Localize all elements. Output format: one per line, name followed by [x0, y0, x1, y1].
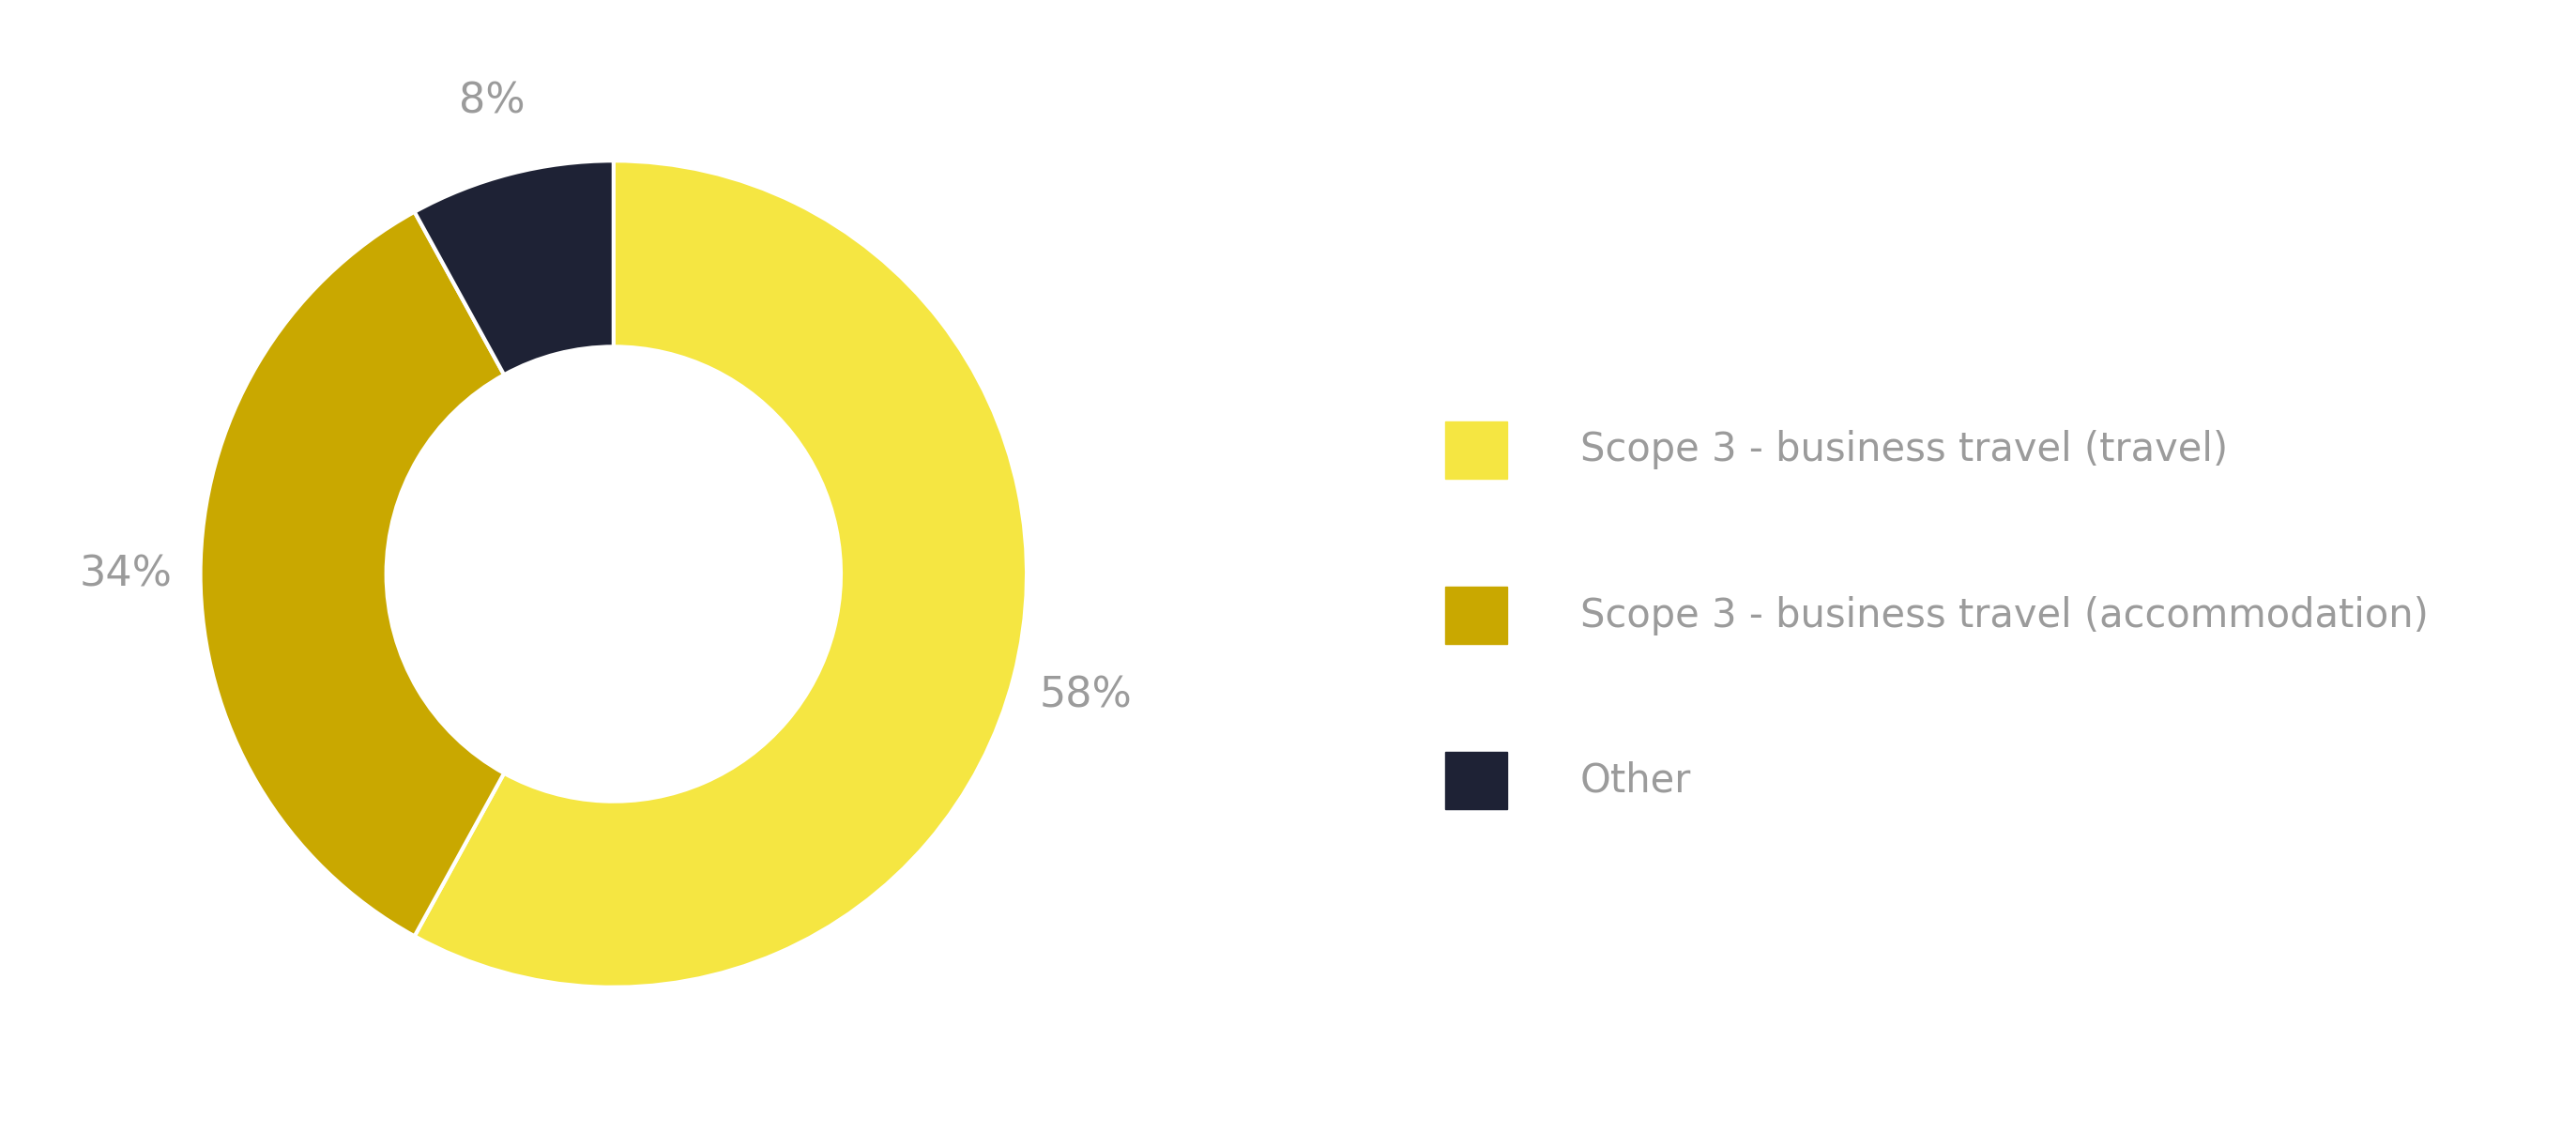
Bar [1445, 752, 1507, 809]
Text: 58%: 58% [1038, 675, 1133, 715]
Text: 34%: 34% [80, 553, 173, 595]
Bar [1445, 421, 1507, 479]
Wedge shape [415, 161, 1028, 987]
Wedge shape [415, 161, 613, 374]
Text: Scope 3 - business travel (travel): Scope 3 - business travel (travel) [1579, 430, 2228, 470]
Text: Other: Other [1579, 761, 1692, 800]
Text: Scope 3 - business travel (accommodation): Scope 3 - business travel (accommodation… [1579, 596, 2429, 635]
Bar [1445, 587, 1507, 644]
Wedge shape [201, 212, 505, 936]
Text: 8%: 8% [459, 82, 526, 122]
